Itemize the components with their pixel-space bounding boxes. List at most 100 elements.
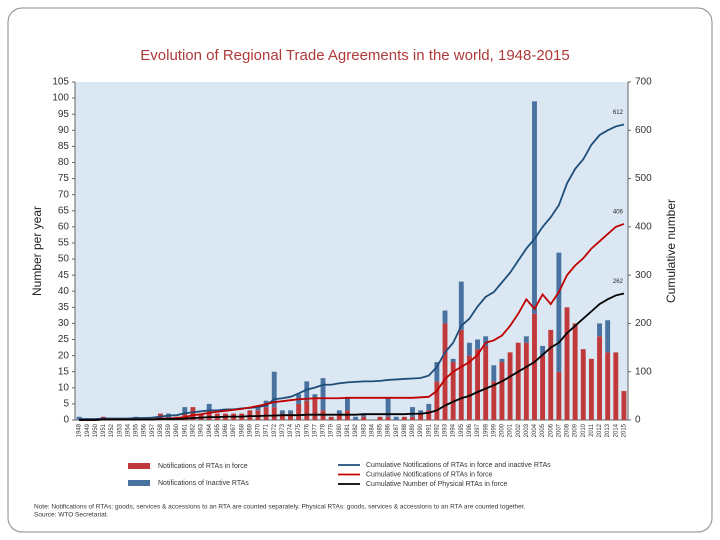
- x-tick-label: 1958: [158, 423, 164, 437]
- x-tick-label: 2006: [548, 423, 554, 437]
- bar: [426, 403, 432, 411]
- x-tick-label: 1979: [329, 423, 335, 437]
- x-tick-label: 2003: [524, 423, 530, 437]
- x-tick-label: 1970: [256, 423, 262, 437]
- y-tick-label: 35: [58, 302, 70, 313]
- x-tick-label: 1982: [353, 423, 359, 437]
- x-tick-label: 2008: [565, 423, 571, 437]
- bar: [361, 416, 367, 420]
- end-label: 406: [613, 210, 624, 216]
- legend-swatch: [128, 480, 150, 486]
- x-tick-label: 1956: [142, 423, 148, 437]
- x-tick-label: 1977: [312, 423, 318, 437]
- x-tick-label: 1986: [386, 423, 392, 437]
- bar: [166, 413, 171, 420]
- x-tick-label: 1990: [418, 423, 424, 437]
- bar: [475, 349, 480, 420]
- bar: [336, 410, 342, 414]
- bar: [499, 362, 505, 420]
- y2-tick-label: 300: [635, 270, 652, 281]
- y-tick-label: 70: [58, 189, 70, 200]
- x-tick-label: 1987: [394, 423, 400, 437]
- bar: [540, 355, 546, 420]
- x-tick-label: 1971: [264, 423, 270, 437]
- y-tick-label: 45: [58, 270, 70, 281]
- y-tick-label: 60: [58, 221, 70, 232]
- bar: [247, 410, 253, 420]
- x-tick-label: 1983: [361, 423, 367, 437]
- x-tick-label: 1962: [190, 423, 196, 437]
- bar: [385, 416, 391, 420]
- bar: [288, 410, 293, 414]
- bar: [320, 378, 326, 411]
- bar: [483, 345, 489, 420]
- legend-label: Notifications of Inactive RTAs: [158, 480, 249, 487]
- bar: [580, 349, 586, 420]
- x-tick-label: 1998: [483, 423, 489, 437]
- bar: [499, 358, 505, 363]
- bar: [458, 329, 464, 420]
- x-tick-label: 1968: [239, 423, 245, 437]
- bar: [401, 416, 407, 420]
- x-tick-label: 1961: [182, 423, 188, 437]
- x-tick-label: 1969: [247, 423, 253, 437]
- x-tick-label: 1988: [402, 423, 408, 437]
- bar: [532, 313, 537, 420]
- y2-tick-label: 400: [635, 221, 652, 232]
- bar: [434, 381, 440, 420]
- x-tick-label: 1960: [174, 423, 180, 437]
- y2-tick-label: 200: [635, 318, 652, 329]
- bar: [385, 397, 391, 417]
- x-tick-label: 1959: [166, 423, 172, 437]
- note: Note: Notifications of RTAs: goods, serv…: [34, 504, 526, 511]
- bar: [206, 410, 212, 420]
- x-tick-label: 1997: [475, 423, 481, 437]
- y-tick-label: 10: [58, 382, 70, 393]
- x-tick-label: 2015: [622, 423, 628, 437]
- x-tick-label: 1966: [223, 423, 229, 437]
- bar: [434, 362, 440, 382]
- bar: [442, 310, 448, 324]
- x-tick-label: 1973: [280, 423, 286, 437]
- x-tick-label: 2013: [605, 423, 611, 437]
- bar: [182, 407, 188, 414]
- y-tick-label: 75: [58, 173, 70, 184]
- bar: [279, 413, 285, 420]
- x-tick-label: 1981: [345, 423, 351, 437]
- bar: [564, 307, 570, 420]
- bar: [450, 362, 456, 420]
- bar: [597, 336, 602, 420]
- end-label: 612: [613, 110, 624, 116]
- x-tick-label: 1955: [134, 423, 140, 437]
- x-tick-label: 2011: [589, 423, 595, 437]
- x-tick-label: 2007: [556, 423, 562, 437]
- x-tick-label: 1952: [109, 423, 115, 437]
- y-tick-label: 100: [52, 93, 69, 104]
- x-tick-label: 1953: [117, 423, 123, 437]
- y-tick-label: 20: [58, 350, 70, 361]
- x-tick-label: 1984: [369, 423, 375, 437]
- bar: [263, 407, 269, 420]
- y-tick-label: 65: [58, 205, 70, 216]
- x-tick-label: 1991: [426, 423, 432, 437]
- bar: [605, 352, 611, 420]
- bar: [328, 416, 334, 420]
- end-label: 262: [613, 279, 624, 285]
- legend-label: Cumulative Number of Physical RTAs in fo…: [366, 481, 507, 488]
- y-tick-label: 105: [52, 77, 69, 88]
- chart-title: Evolution of Regional Trade Agreements i…: [140, 47, 569, 64]
- bar: [410, 407, 415, 417]
- bar: [605, 320, 611, 353]
- legend-label: Cumulative Notifications of RTAs in forc…: [366, 471, 493, 478]
- bar: [491, 365, 497, 382]
- x-tick-label: 2014: [613, 423, 619, 437]
- bar: [393, 416, 399, 420]
- bar: [507, 352, 513, 420]
- y2-tick-label: 700: [635, 77, 652, 88]
- x-tick-label: 1948: [77, 423, 83, 437]
- bar: [491, 381, 497, 420]
- bar: [597, 323, 602, 337]
- y-axis-label: Number per year: [30, 206, 44, 296]
- bar: [304, 381, 310, 401]
